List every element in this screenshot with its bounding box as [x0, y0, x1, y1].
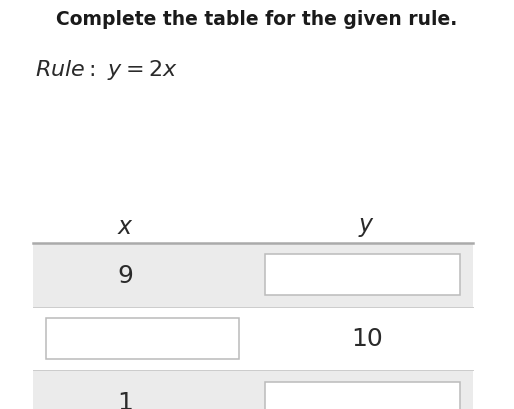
Text: $\it{Rule:}$ $y = 2x$: $\it{Rule:}$ $y = 2x$	[35, 58, 178, 82]
Bar	[33, 243, 473, 307]
Text: $x$: $x$	[117, 215, 134, 239]
Text: $y$: $y$	[358, 215, 375, 239]
Bar	[33, 370, 473, 409]
Text: 1: 1	[117, 390, 133, 409]
Text: 9: 9	[117, 263, 133, 287]
Text: Complete the table for the given rule.: Complete the table for the given rule.	[57, 10, 457, 29]
FancyBboxPatch shape	[265, 255, 460, 295]
FancyBboxPatch shape	[265, 382, 460, 409]
Text: 10: 10	[351, 326, 382, 351]
FancyBboxPatch shape	[46, 318, 239, 359]
